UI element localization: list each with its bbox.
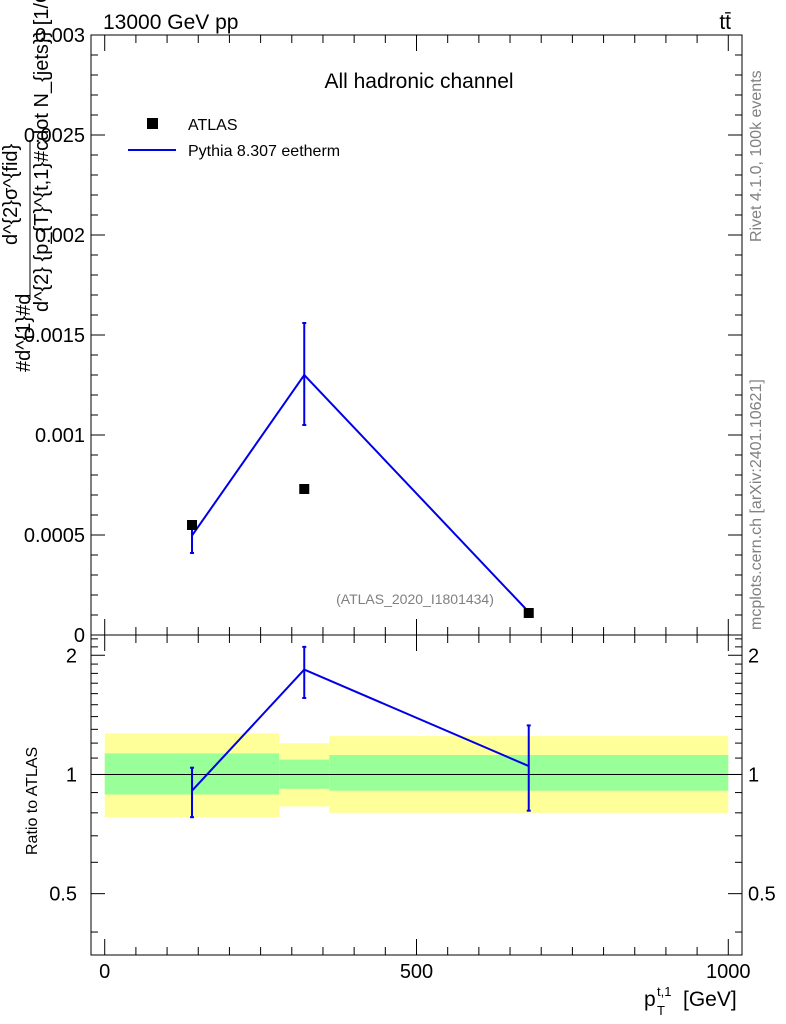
energy-label: 13000 GeV pp xyxy=(103,11,238,34)
main-y-tick-label: 0.001 xyxy=(35,425,85,447)
y-label-line-1: #d^{1}#d xyxy=(13,294,35,372)
x-label-unit: [GeV] xyxy=(683,988,737,1011)
atlas-data-point xyxy=(523,608,534,618)
y-label-line-3: d^{2} {p_{T}^{t,1}#cdot N_{jets}} [1/GeV… xyxy=(31,0,53,312)
ratio-y-tick-label-right: 1 xyxy=(748,764,759,786)
main-y-tick-label: 0 xyxy=(74,625,85,647)
main-y-tick-label: 0.003 xyxy=(35,25,85,47)
main-data-layer xyxy=(187,322,534,618)
x-label-main: p xyxy=(644,988,656,1011)
main-y-tick-label: 0.002 xyxy=(35,225,85,247)
mc-series-line xyxy=(191,373,530,613)
legend: ATLAS Pythia 8.307 eetherm xyxy=(128,117,340,160)
ratio-y-tick-label-right: 2 xyxy=(748,645,759,667)
x-axis-label: p T t,1 [GeV] xyxy=(644,984,737,1018)
ratio-y-tick-label-right: 0.5 xyxy=(748,884,776,906)
main-panel: 0 0.0005 0.001 0.0015 0.002 0.0025 0.003 All h… xyxy=(0,0,743,647)
ratio-data-layer xyxy=(190,645,531,819)
legend-atlas-label: ATLAS xyxy=(188,117,238,134)
rivet-version-label: Rivet 4.1.0, 100k events xyxy=(748,70,765,242)
main-y-tick-label: 0.0025 xyxy=(24,125,85,147)
mcplots-label: mcplots.cern.ch [arXiv:2401.10621] xyxy=(748,379,765,630)
ratio-panel: 0.5 0.5 1 1 2 2 0 500 1000 Ratio to ATLAS p T t… xyxy=(24,634,776,1018)
legend-atlas-marker xyxy=(147,118,158,129)
ratio-y-tick-label: 1 xyxy=(66,764,77,786)
x-tick-label: 500 xyxy=(400,961,433,983)
ratio-y-tick-label: 2 xyxy=(66,645,77,667)
ratio-y-axis-label: Ratio to ATLAS xyxy=(24,747,41,855)
ratio-uncertainty-bands xyxy=(91,733,742,818)
legend-mc-label: Pythia 8.307 eetherm xyxy=(188,143,340,160)
main-y-tick-label: 0.0005 xyxy=(24,525,85,547)
ratio-x-ticks: 0 500 1000 xyxy=(99,635,751,983)
main-y-ticks: 0 0.0005 0.001 0.0015 0.002 0.0025 0.003 xyxy=(24,25,742,647)
x-label-sub: T xyxy=(657,1003,665,1018)
y-label-line-2: d^{2}σ^{fid} xyxy=(0,143,22,245)
plot-title: All hadronic channel xyxy=(324,70,513,93)
x-label-sup: t,1 xyxy=(657,984,671,999)
process-label: tt̄ xyxy=(719,11,731,34)
main-y-axis-label: #d^{1}#d d^{2}σ^{fid} d^{2} {p_{T}^{t,1}… xyxy=(0,0,53,372)
x-tick-label: 0 xyxy=(99,961,110,983)
ratio-y-ticks: 0.5 0.5 1 1 2 2 xyxy=(49,638,776,933)
main-x-ticks xyxy=(104,35,729,635)
analysis-tag: (ATLAS_2020_I1801434) xyxy=(336,591,494,607)
x-tick-label: 1000 xyxy=(706,961,751,983)
ratio-y-tick-label: 0.5 xyxy=(49,884,77,906)
atlas-data-point xyxy=(187,520,198,530)
atlas-data-point xyxy=(299,484,310,494)
main-y-tick-label: 0.0015 xyxy=(24,325,85,347)
